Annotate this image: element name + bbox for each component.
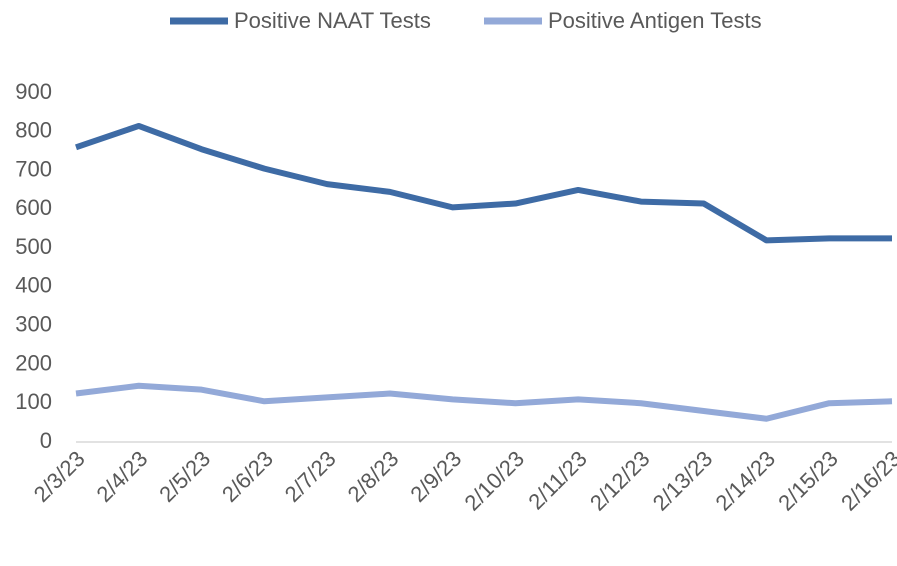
x-tick-label: 2/8/23 [343,446,404,507]
y-tick-label: 300 [15,311,52,336]
x-tick-label: 2/16/23 [836,446,897,516]
x-tick-label: 2/3/23 [29,446,90,507]
y-tick-label: 400 [15,273,52,298]
y-tick-label: 100 [15,389,52,414]
x-tick-label: 2/15/23 [773,446,843,516]
y-tick-label: 600 [15,195,52,220]
series-line [75,382,893,422]
y-tick-label: 700 [15,156,52,181]
y-tick-label: 200 [15,350,52,375]
y-tick-label: 500 [15,234,52,259]
x-tick-label: 2/7/23 [280,446,341,507]
x-tick-label: 2/10/23 [459,446,529,516]
x-tick-label: 2/6/23 [217,446,278,507]
x-tick-label: 2/14/23 [711,446,781,516]
x-tick-label: 2/13/23 [648,446,718,516]
y-tick-label: 800 [15,118,52,143]
legend-label: Positive Antigen Tests [548,8,762,33]
x-tick-label: 2/5/23 [154,446,215,507]
x-tick-label: 2/4/23 [91,446,152,507]
x-tick-label: 2/12/23 [585,446,655,516]
x-tick-label: 2/11/23 [523,446,591,514]
y-tick-label: 0 [40,428,52,453]
y-tick-label: 900 [15,79,52,104]
series-line [75,122,892,244]
x-tick-label: 2/9/23 [405,446,466,507]
legend-label: Positive NAAT Tests [234,8,431,33]
